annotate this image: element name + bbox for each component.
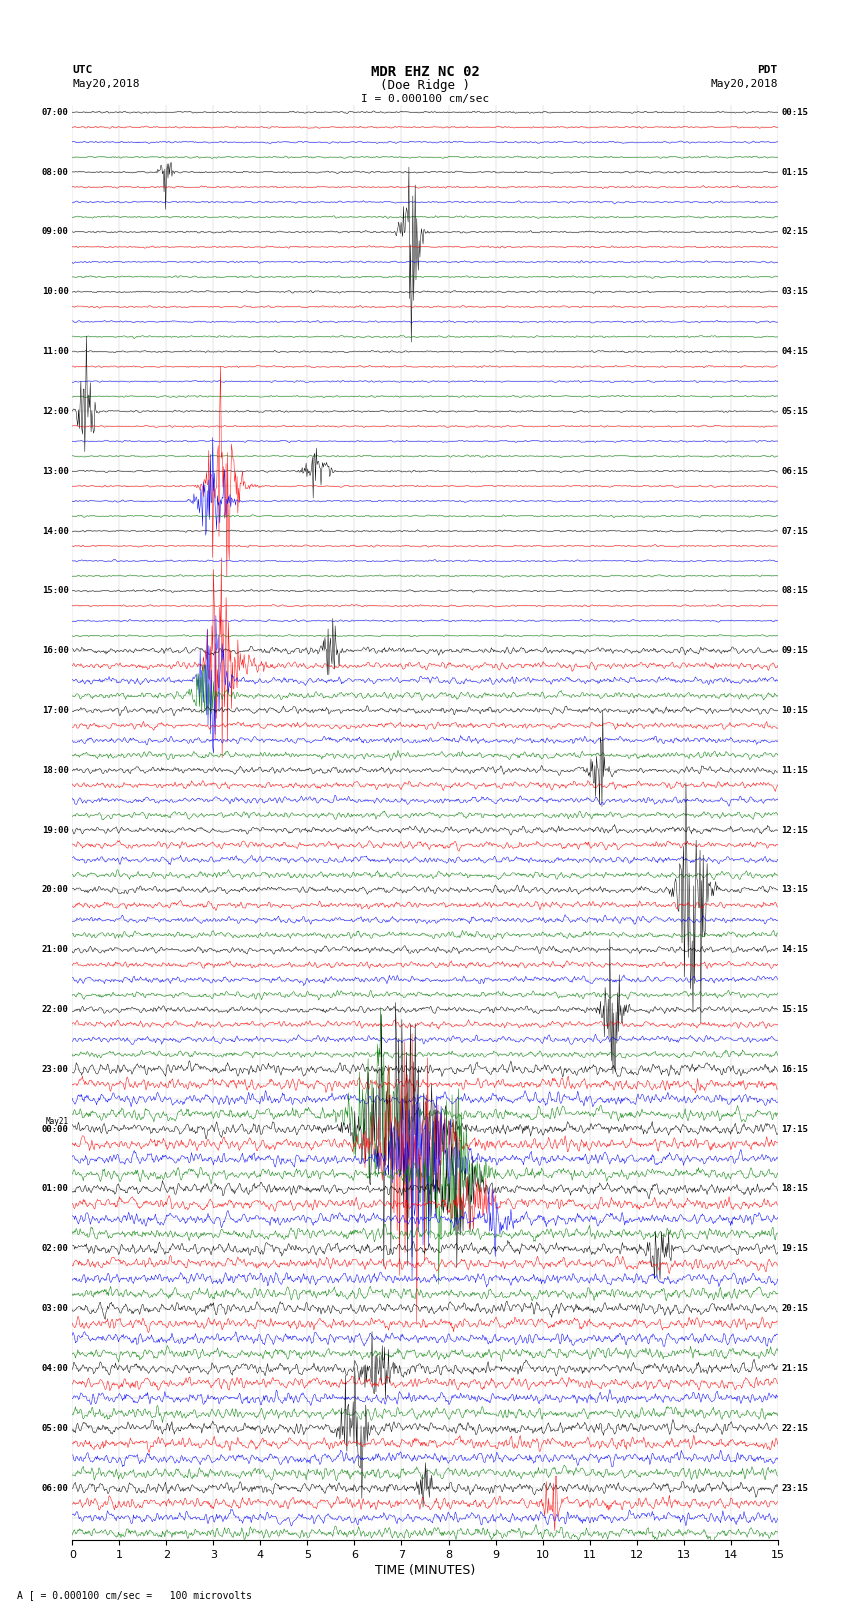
Text: 22:00: 22:00 [42, 1005, 69, 1015]
Text: MDR EHZ NC 02: MDR EHZ NC 02 [371, 65, 479, 79]
Text: PDT: PDT [757, 65, 778, 74]
Text: 02:00: 02:00 [42, 1244, 69, 1253]
Text: 16:15: 16:15 [781, 1065, 808, 1074]
Text: 03:15: 03:15 [781, 287, 808, 297]
Text: 05:15: 05:15 [781, 406, 808, 416]
Text: 12:15: 12:15 [781, 826, 808, 834]
Text: 15:15: 15:15 [781, 1005, 808, 1015]
Text: May20,2018: May20,2018 [711, 79, 778, 89]
Text: 05:00: 05:00 [42, 1424, 69, 1432]
Text: UTC: UTC [72, 65, 93, 74]
Text: 11:00: 11:00 [42, 347, 69, 356]
Text: 21:00: 21:00 [42, 945, 69, 955]
X-axis label: TIME (MINUTES): TIME (MINUTES) [375, 1565, 475, 1578]
Text: May20,2018: May20,2018 [72, 79, 139, 89]
Text: 06:00: 06:00 [42, 1484, 69, 1492]
Text: 07:00: 07:00 [42, 108, 69, 116]
Text: 23:00: 23:00 [42, 1065, 69, 1074]
Text: 00:15: 00:15 [781, 108, 808, 116]
Text: 09:15: 09:15 [781, 647, 808, 655]
Text: 14:00: 14:00 [42, 526, 69, 536]
Text: May21: May21 [46, 1118, 69, 1126]
Text: 08:00: 08:00 [42, 168, 69, 177]
Text: 03:00: 03:00 [42, 1305, 69, 1313]
Text: 11:15: 11:15 [781, 766, 808, 774]
Text: 06:15: 06:15 [781, 466, 808, 476]
Text: 10:00: 10:00 [42, 287, 69, 297]
Text: 01:00: 01:00 [42, 1184, 69, 1194]
Text: (Doe Ridge ): (Doe Ridge ) [380, 79, 470, 92]
Text: 01:15: 01:15 [781, 168, 808, 177]
Text: 19:15: 19:15 [781, 1244, 808, 1253]
Text: 13:15: 13:15 [781, 886, 808, 895]
Text: 10:15: 10:15 [781, 706, 808, 715]
Text: 23:15: 23:15 [781, 1484, 808, 1492]
Text: 07:15: 07:15 [781, 526, 808, 536]
Text: 21:15: 21:15 [781, 1365, 808, 1373]
Text: 00:00: 00:00 [42, 1124, 69, 1134]
Text: 16:00: 16:00 [42, 647, 69, 655]
Text: A [ = 0.000100 cm/sec =   100 microvolts: A [ = 0.000100 cm/sec = 100 microvolts [17, 1590, 252, 1600]
Text: 15:00: 15:00 [42, 587, 69, 595]
Text: 13:00: 13:00 [42, 466, 69, 476]
Text: 22:15: 22:15 [781, 1424, 808, 1432]
Text: 04:00: 04:00 [42, 1365, 69, 1373]
Text: 09:00: 09:00 [42, 227, 69, 237]
Text: 17:00: 17:00 [42, 706, 69, 715]
Text: 20:15: 20:15 [781, 1305, 808, 1313]
Text: 08:15: 08:15 [781, 587, 808, 595]
Text: I = 0.000100 cm/sec: I = 0.000100 cm/sec [361, 94, 489, 103]
Text: 02:15: 02:15 [781, 227, 808, 237]
Text: 17:15: 17:15 [781, 1124, 808, 1134]
Text: 12:00: 12:00 [42, 406, 69, 416]
Text: 20:00: 20:00 [42, 886, 69, 895]
Text: 14:15: 14:15 [781, 945, 808, 955]
Text: 19:00: 19:00 [42, 826, 69, 834]
Text: 18:00: 18:00 [42, 766, 69, 774]
Text: 04:15: 04:15 [781, 347, 808, 356]
Text: 18:15: 18:15 [781, 1184, 808, 1194]
